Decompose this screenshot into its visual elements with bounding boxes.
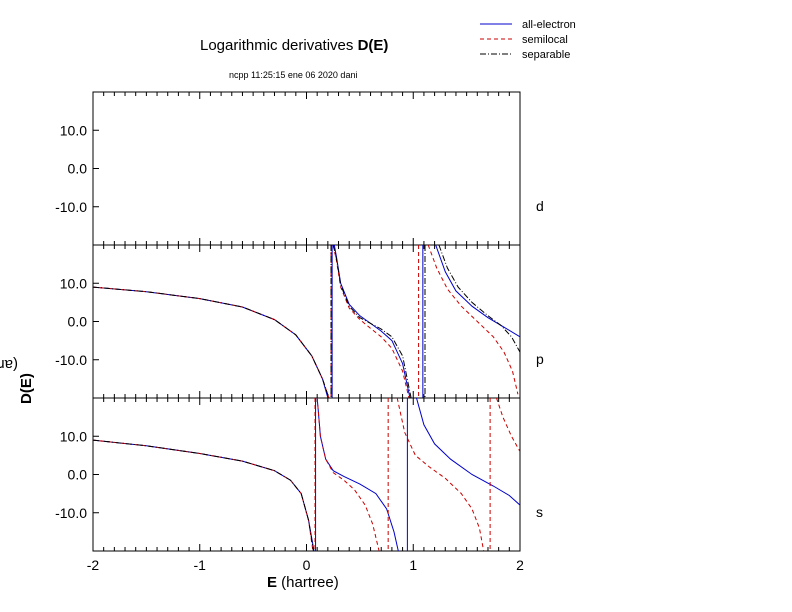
series-line-all-electron — [93, 439, 315, 551]
series-line-semilocal — [496, 398, 520, 452]
series-line-all-electron — [435, 245, 520, 338]
chart-subtitle: ncpp 11:25:15 ene 06 2020 dani — [229, 70, 358, 80]
series-line-separable — [438, 245, 520, 353]
series-line-semilocal — [396, 398, 485, 551]
y-tick-label: 0.0 — [68, 314, 88, 330]
series-line-all-electron — [416, 398, 520, 506]
x-axis-label-emph: E — [267, 574, 278, 591]
chart-title-emph: D(E) — [357, 37, 389, 54]
y-axis-label-rest: (arbitrary scale) — [0, 356, 18, 374]
series-line-semilocal — [93, 439, 314, 551]
y-tick-label: 0.0 — [68, 161, 88, 177]
y-tick-label: -10.0 — [55, 352, 87, 368]
panel-frame-s — [92, 397, 521, 552]
panel-label-s: s — [536, 504, 543, 520]
series-line-semilocal — [332, 245, 410, 398]
y-tick-label: 10.0 — [60, 122, 87, 138]
chart-title-text: Logarithmic derivatives — [200, 37, 358, 54]
y-tick-label: -10.0 — [55, 505, 87, 521]
x-tick-label: 0 — [303, 557, 311, 573]
y-axis-label-emph: D(E) — [18, 373, 35, 404]
series-line-all-electron — [316, 398, 399, 551]
x-axis-label-rest: (hartree) — [277, 574, 339, 591]
series-line-separable — [332, 245, 412, 398]
legend-label-semilocal: semilocal — [522, 34, 568, 46]
series-line-separable — [93, 286, 330, 398]
x-tick-label: -1 — [194, 557, 207, 573]
y-tick-label: -10.0 — [55, 199, 87, 215]
x-axis-label: E (hartree) — [267, 574, 339, 591]
y-axis-label: D(E) (arbitrary scale) — [0, 356, 153, 422]
panel-label-p: p — [536, 351, 544, 367]
panel-frame-p — [92, 244, 521, 399]
y-tick-label: 10.0 — [60, 275, 87, 291]
y-tick-label: 0.0 — [68, 467, 88, 483]
panel-label-d: d — [536, 198, 544, 214]
chart-title: Logarithmic derivatives D(E) — [200, 37, 388, 54]
legend-label-all-electron: all-electron — [522, 19, 576, 31]
y-tick-label: 10.0 — [60, 428, 87, 444]
series-line-semilocal — [93, 286, 330, 398]
series-line-all-electron — [333, 245, 411, 398]
x-tick-label: 2 — [516, 557, 524, 573]
legend-label-separable: separable — [522, 49, 570, 61]
series-line-semilocal — [427, 245, 519, 395]
series-line-separable — [93, 439, 314, 551]
panel-frame-d — [92, 91, 521, 246]
x-tick-label: 1 — [409, 557, 417, 573]
series-line-semilocal — [316, 398, 380, 551]
x-tick-label: -2 — [87, 557, 100, 573]
series-line-all-electron — [93, 286, 330, 398]
